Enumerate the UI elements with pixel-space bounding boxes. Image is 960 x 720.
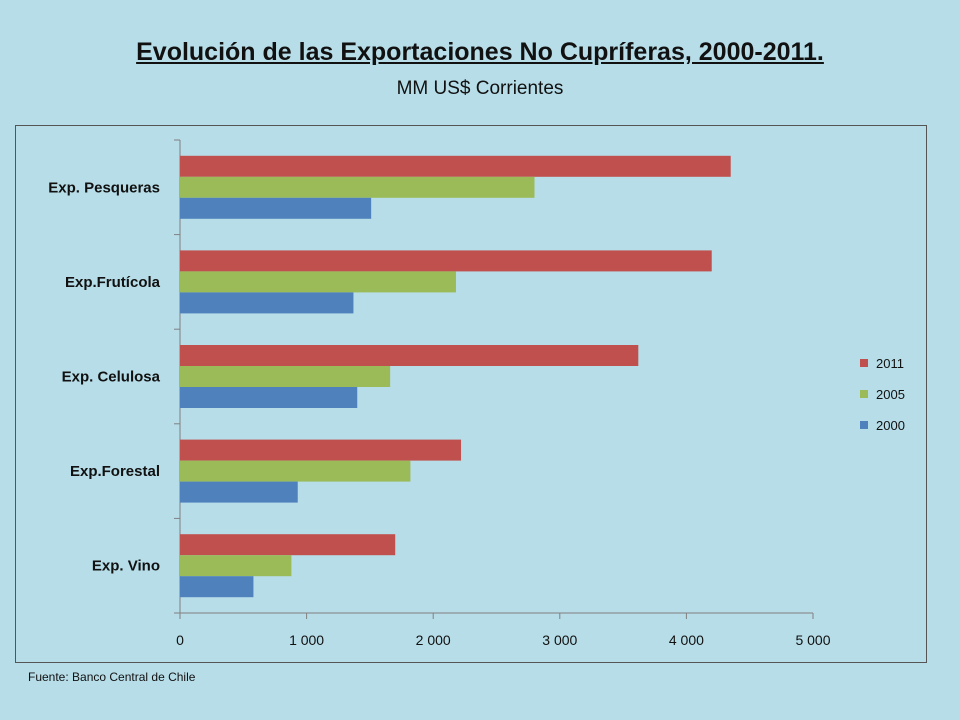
chart-frame xyxy=(15,125,927,663)
legend-swatch-2011 xyxy=(860,359,868,367)
legend-swatch-2005 xyxy=(860,390,868,398)
bar-2011-3 xyxy=(180,439,462,461)
legend-label: 2005 xyxy=(876,387,905,402)
category-label: Exp.Forestal xyxy=(70,463,160,480)
bar-2005-3 xyxy=(180,460,411,482)
source-note: Fuente: Banco Central de Chile xyxy=(28,670,196,684)
legend-swatch-2000 xyxy=(860,421,868,429)
x-tick-label: 0 xyxy=(176,632,184,648)
bar-2005-0 xyxy=(180,176,535,198)
x-tick-label: 3 000 xyxy=(542,632,577,648)
category-label: Exp.Frutícola xyxy=(65,274,161,291)
bar-2000-1 xyxy=(180,292,354,314)
bar-2000-4 xyxy=(180,576,254,598)
bar-2011-2 xyxy=(180,345,639,366)
legend-label: 2011 xyxy=(876,356,904,371)
category-label: Exp. Celulosa xyxy=(62,369,161,386)
bar-2011-4 xyxy=(180,534,396,556)
bar-2005-4 xyxy=(180,555,292,577)
bar-2011-1 xyxy=(180,250,712,272)
category-label: Exp. Pesqueras xyxy=(48,179,160,196)
bar-2000-0 xyxy=(180,197,372,219)
chart-title: Evolución de las Exportaciones No Cupríf… xyxy=(136,38,824,66)
bar-2011-0 xyxy=(180,155,731,177)
legend-label: 2000 xyxy=(876,418,905,433)
bar-2000-2 xyxy=(180,387,358,408)
bar-2005-2 xyxy=(180,366,391,387)
x-tick-label: 5 000 xyxy=(795,632,830,648)
bar-2005-1 xyxy=(180,271,456,293)
x-tick-label: 4 000 xyxy=(669,632,704,648)
x-tick-label: 2 000 xyxy=(416,632,451,648)
chart-subtitle: MM US$ Corrientes xyxy=(396,78,564,99)
category-label: Exp. Vino xyxy=(92,558,160,575)
bar-2000-3 xyxy=(180,481,298,503)
x-tick-label: 1 000 xyxy=(289,632,324,648)
